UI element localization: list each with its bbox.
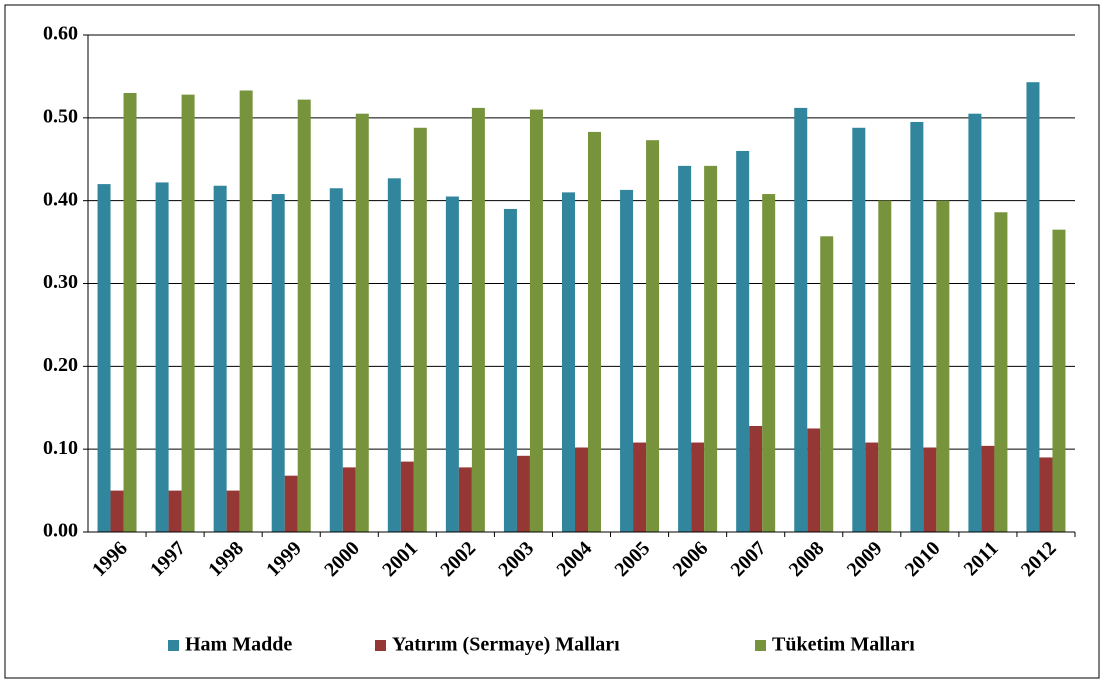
bar (794, 107, 808, 532)
y-tick-label: 0.50 (43, 105, 78, 127)
bar (562, 192, 575, 532)
bar (168, 490, 182, 532)
bar (736, 150, 750, 532)
bar (226, 490, 240, 532)
bar (691, 442, 705, 532)
bar (968, 113, 982, 533)
bar (387, 178, 401, 532)
bar (1052, 229, 1066, 533)
bar (807, 428, 821, 532)
bar (704, 165, 718, 533)
bar (503, 208, 517, 532)
bar (471, 107, 485, 532)
legend-label: Yatırım (Sermaye) Malları (392, 634, 620, 656)
bar (762, 194, 776, 533)
legend-swatch (755, 640, 766, 651)
bar (355, 113, 369, 533)
bar (620, 189, 634, 533)
bar (910, 121, 924, 532)
bar (633, 442, 647, 532)
bar (329, 188, 343, 532)
bar (936, 200, 950, 532)
bar (820, 236, 834, 532)
bar (646, 140, 660, 532)
bar (239, 90, 253, 532)
bar (865, 442, 879, 532)
bar (1039, 457, 1053, 532)
bar (852, 127, 866, 533)
bar (97, 184, 111, 532)
bar (923, 447, 937, 532)
bar (516, 455, 530, 532)
legend-swatch (168, 640, 179, 651)
y-tick-label: 0.20 (43, 354, 78, 376)
bar (1026, 82, 1040, 532)
bar (271, 194, 285, 533)
bar (529, 109, 543, 533)
bar (994, 212, 1008, 532)
y-tick-label: 0.10 (43, 437, 78, 459)
bar (445, 196, 459, 532)
bar (458, 467, 472, 532)
bar (181, 94, 195, 532)
bar (878, 200, 892, 532)
legend-label: Ham Madde (185, 634, 292, 656)
bar (678, 165, 692, 533)
bar (110, 490, 124, 532)
bar (588, 131, 601, 533)
bar (213, 185, 227, 533)
bar (284, 475, 298, 532)
y-tick-label: 0.00 (43, 520, 78, 542)
bar (575, 447, 588, 532)
y-tick-label: 0.40 (43, 188, 78, 210)
legend-label: Tüketim Malları (772, 634, 915, 656)
bar (342, 467, 356, 532)
bar (155, 182, 169, 532)
bar (123, 92, 137, 532)
bar (749, 425, 763, 532)
bar (981, 445, 995, 532)
y-tick-label: 0.60 (43, 23, 78, 45)
y-tick-label: 0.30 (43, 271, 78, 293)
legend-swatch (375, 640, 386, 651)
bar (400, 461, 414, 532)
bar (297, 99, 311, 533)
chart-border (4, 4, 1100, 679)
bar (413, 127, 427, 533)
